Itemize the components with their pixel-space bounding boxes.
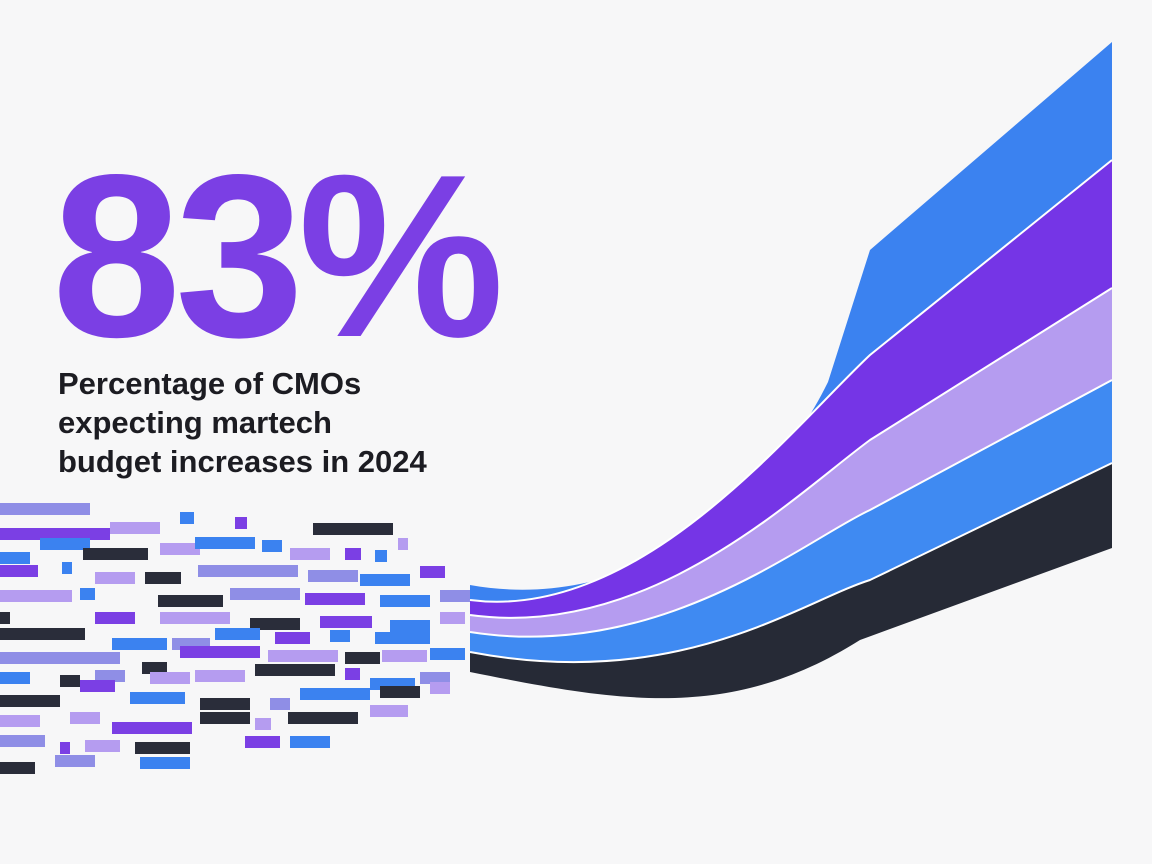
- dash: [158, 595, 223, 607]
- dash: [345, 548, 361, 560]
- dash: [95, 612, 135, 624]
- dash: [330, 630, 350, 642]
- dash: [268, 650, 338, 662]
- dash: [382, 650, 427, 662]
- dash: [60, 742, 70, 754]
- dash: [0, 503, 90, 515]
- dash: [380, 686, 420, 698]
- dash: [110, 522, 160, 534]
- dash: [80, 680, 115, 692]
- dash: [300, 688, 370, 700]
- dash: [262, 540, 282, 552]
- dash: [0, 628, 85, 640]
- dash: [200, 698, 250, 710]
- stat-caption: expecting martech: [58, 405, 332, 440]
- dash: [440, 612, 465, 624]
- dash: [0, 652, 120, 664]
- dash: [80, 588, 95, 600]
- dash: [370, 705, 408, 717]
- dash: [245, 736, 280, 748]
- stream-mask: [470, 548, 1112, 864]
- stat-caption: budget increases in 2024: [58, 444, 427, 479]
- dash: [95, 670, 125, 682]
- dash: [305, 593, 365, 605]
- dash: [0, 695, 60, 707]
- dash: [0, 715, 40, 727]
- dash: [420, 672, 450, 684]
- dash: [55, 755, 95, 767]
- dash: [0, 528, 110, 540]
- data-dash-field: [0, 503, 470, 774]
- data-streams: [469, 42, 1113, 864]
- dash: [198, 565, 298, 577]
- dash: [145, 572, 181, 584]
- stream-separator: [469, 379, 1113, 638]
- dash: [345, 668, 360, 680]
- dash: [255, 664, 335, 676]
- dash: [270, 698, 290, 710]
- dash: [70, 712, 100, 724]
- stream-separator: [469, 462, 1113, 664]
- stat-caption: Percentage of CMOs: [58, 366, 361, 401]
- dash: [112, 722, 192, 734]
- dash: [160, 612, 230, 624]
- dash: [62, 562, 72, 574]
- dash: [398, 538, 408, 550]
- dash: [142, 662, 167, 674]
- dash: [250, 618, 300, 630]
- stat-value: 83%: [52, 127, 499, 386]
- dash: [0, 762, 35, 774]
- dash: [430, 682, 450, 694]
- dash: [85, 740, 120, 752]
- dash: [95, 572, 135, 584]
- dash: [420, 566, 445, 578]
- dash: [150, 672, 190, 684]
- dash: [195, 670, 245, 682]
- dash: [180, 512, 194, 524]
- dash: [195, 537, 255, 549]
- dash: [275, 632, 310, 644]
- dash: [0, 672, 30, 684]
- dash: [200, 712, 250, 724]
- dash: [130, 692, 185, 704]
- dash: [320, 616, 372, 628]
- dash: [290, 548, 330, 560]
- dash: [83, 548, 148, 560]
- dash: [0, 735, 45, 747]
- dash: [430, 648, 465, 660]
- dash: [375, 632, 430, 644]
- dash: [375, 550, 387, 562]
- dash: [308, 570, 358, 582]
- dash: [160, 543, 200, 555]
- dash: [140, 757, 190, 769]
- dash: [180, 646, 260, 658]
- dash: [135, 742, 190, 754]
- dash: [0, 612, 10, 624]
- dash: [345, 652, 380, 664]
- dash: [290, 736, 330, 748]
- dash: [440, 590, 470, 602]
- dash: [60, 675, 80, 687]
- dash: [40, 538, 90, 550]
- stream-separator: [469, 159, 1113, 603]
- dash: [112, 638, 167, 650]
- stream-separator: [469, 287, 1113, 619]
- dash: [230, 588, 300, 600]
- dash: [0, 590, 72, 602]
- dash: [360, 574, 410, 586]
- dash: [215, 628, 260, 640]
- dash: [255, 718, 271, 730]
- dash: [313, 523, 393, 535]
- dash: [390, 620, 430, 632]
- dash: [235, 517, 247, 529]
- dash: [0, 565, 38, 577]
- dash: [288, 712, 358, 724]
- dash: [380, 595, 430, 607]
- dash: [0, 552, 30, 564]
